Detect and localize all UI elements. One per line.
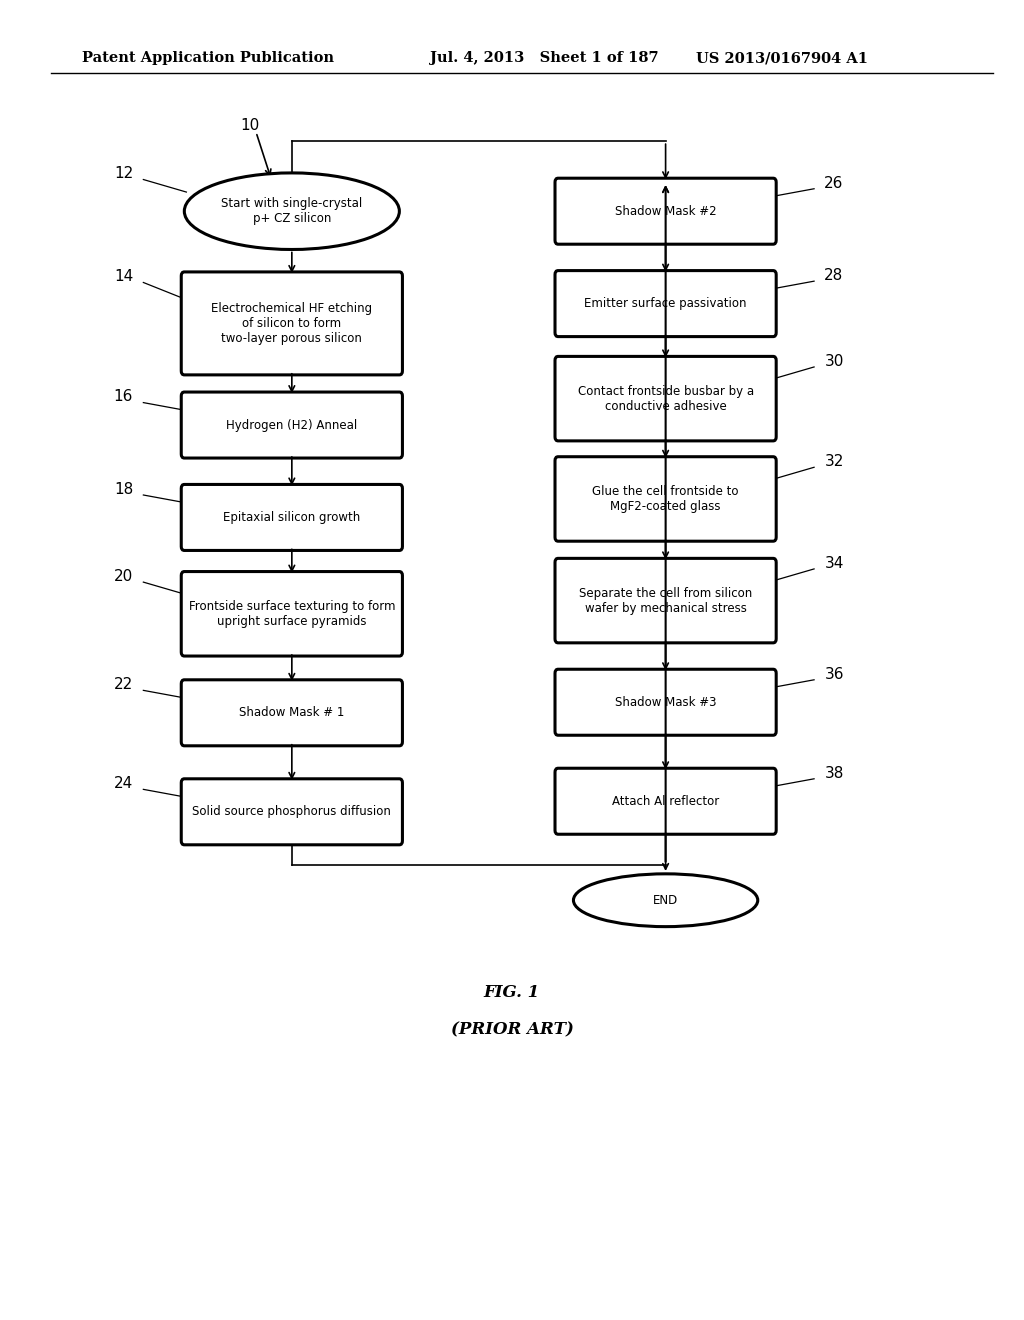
Text: 30: 30 [824, 354, 844, 368]
Text: 22: 22 [114, 677, 133, 692]
Text: Electrochemical HF etching
of silicon to form
two-layer porous silicon: Electrochemical HF etching of silicon to… [211, 302, 373, 345]
Text: Emitter surface passivation: Emitter surface passivation [585, 297, 746, 310]
Text: FIG. 1: FIG. 1 [484, 985, 540, 1001]
Text: Jul. 4, 2013   Sheet 1 of 187: Jul. 4, 2013 Sheet 1 of 187 [430, 51, 658, 65]
Text: 14: 14 [114, 269, 133, 284]
Text: 24: 24 [114, 776, 133, 791]
Text: 34: 34 [824, 556, 844, 570]
Ellipse shape [184, 173, 399, 249]
Text: Start with single-crystal
p+ CZ silicon: Start with single-crystal p+ CZ silicon [221, 197, 362, 226]
FancyBboxPatch shape [555, 271, 776, 337]
Text: 28: 28 [824, 268, 844, 282]
Text: Attach Al reflector: Attach Al reflector [612, 795, 719, 808]
FancyBboxPatch shape [181, 680, 402, 746]
Text: 20: 20 [114, 569, 133, 583]
Text: Contact frontside busbar by a
conductive adhesive: Contact frontside busbar by a conductive… [578, 384, 754, 413]
Text: 36: 36 [824, 667, 844, 681]
FancyBboxPatch shape [555, 768, 776, 834]
FancyBboxPatch shape [181, 484, 402, 550]
Text: 32: 32 [824, 454, 844, 469]
Text: 10: 10 [241, 117, 260, 133]
FancyBboxPatch shape [181, 779, 402, 845]
FancyBboxPatch shape [181, 572, 402, 656]
Text: Solid source phosphorus diffusion: Solid source phosphorus diffusion [193, 805, 391, 818]
FancyBboxPatch shape [181, 272, 402, 375]
Ellipse shape [573, 874, 758, 927]
Text: (PRIOR ART): (PRIOR ART) [451, 1022, 573, 1038]
Text: 16: 16 [114, 389, 133, 404]
Text: END: END [653, 894, 678, 907]
Text: Shadow Mask # 1: Shadow Mask # 1 [240, 706, 344, 719]
Text: Epitaxial silicon growth: Epitaxial silicon growth [223, 511, 360, 524]
FancyBboxPatch shape [555, 178, 776, 244]
FancyBboxPatch shape [555, 558, 776, 643]
Text: 26: 26 [824, 176, 844, 190]
FancyBboxPatch shape [555, 669, 776, 735]
Text: 18: 18 [114, 482, 133, 496]
Text: Hydrogen (H2) Anneal: Hydrogen (H2) Anneal [226, 418, 357, 432]
FancyBboxPatch shape [555, 356, 776, 441]
Text: Patent Application Publication: Patent Application Publication [82, 51, 334, 65]
Text: 38: 38 [824, 766, 844, 780]
FancyBboxPatch shape [181, 392, 402, 458]
Text: US 2013/0167904 A1: US 2013/0167904 A1 [696, 51, 868, 65]
Text: Shadow Mask #3: Shadow Mask #3 [614, 696, 717, 709]
FancyBboxPatch shape [555, 457, 776, 541]
Text: Frontside surface texturing to form
upright surface pyramids: Frontside surface texturing to form upri… [188, 599, 395, 628]
Text: Separate the cell from silicon
wafer by mechanical stress: Separate the cell from silicon wafer by … [579, 586, 753, 615]
Text: 12: 12 [114, 166, 133, 181]
Text: Shadow Mask #2: Shadow Mask #2 [614, 205, 717, 218]
Text: Glue the cell frontside to
MgF2-coated glass: Glue the cell frontside to MgF2-coated g… [592, 484, 739, 513]
